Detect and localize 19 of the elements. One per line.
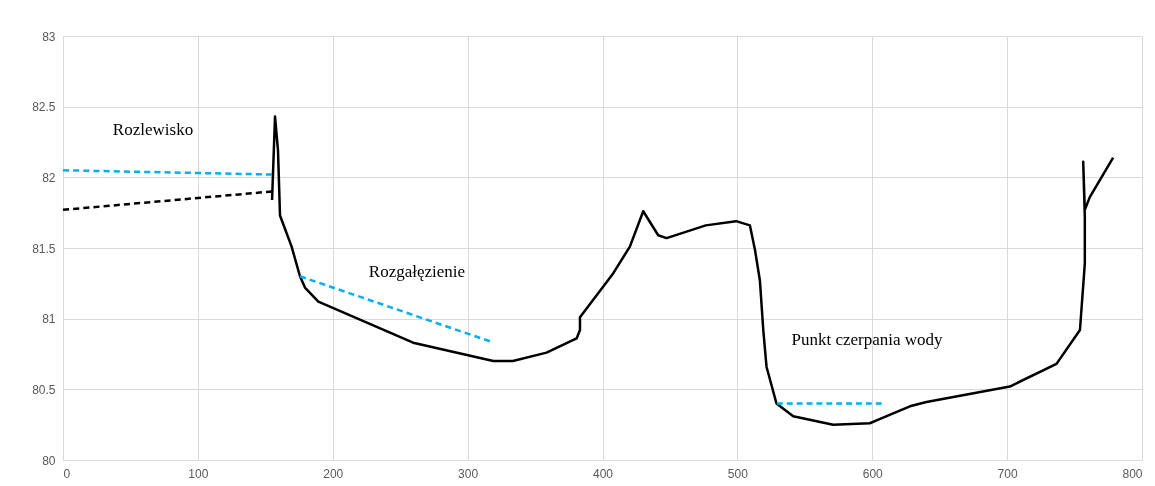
annotation: Rozgałęzienie [368, 262, 466, 281]
x-tick-label: 600 [862, 466, 884, 481]
annotation: Punkt czerpania wody [791, 330, 944, 349]
x-tick-label: 800 [1122, 466, 1143, 481]
x-tick-label: 100 [188, 466, 209, 481]
x-tick-label: 200 [323, 466, 344, 481]
y-tick-label: 81 [42, 312, 56, 327]
y-tick-label: 83 [42, 29, 56, 44]
x-tick-label: 700 [997, 466, 1018, 481]
x-tick-label: 300 [458, 466, 479, 481]
y-tick-label: 80 [42, 453, 56, 468]
y-tick-label: 80.5 [32, 382, 56, 397]
x-tick-label: 400 [592, 466, 614, 481]
y-tick-label: 81.5 [32, 241, 56, 256]
x-tick-label: 500 [727, 466, 749, 481]
annotation: Rozlewisko [112, 120, 194, 139]
y-tick-label: 82 [42, 170, 56, 185]
y-tick-label: 82.5 [32, 100, 56, 115]
x-tick-label: 0 [63, 466, 71, 481]
